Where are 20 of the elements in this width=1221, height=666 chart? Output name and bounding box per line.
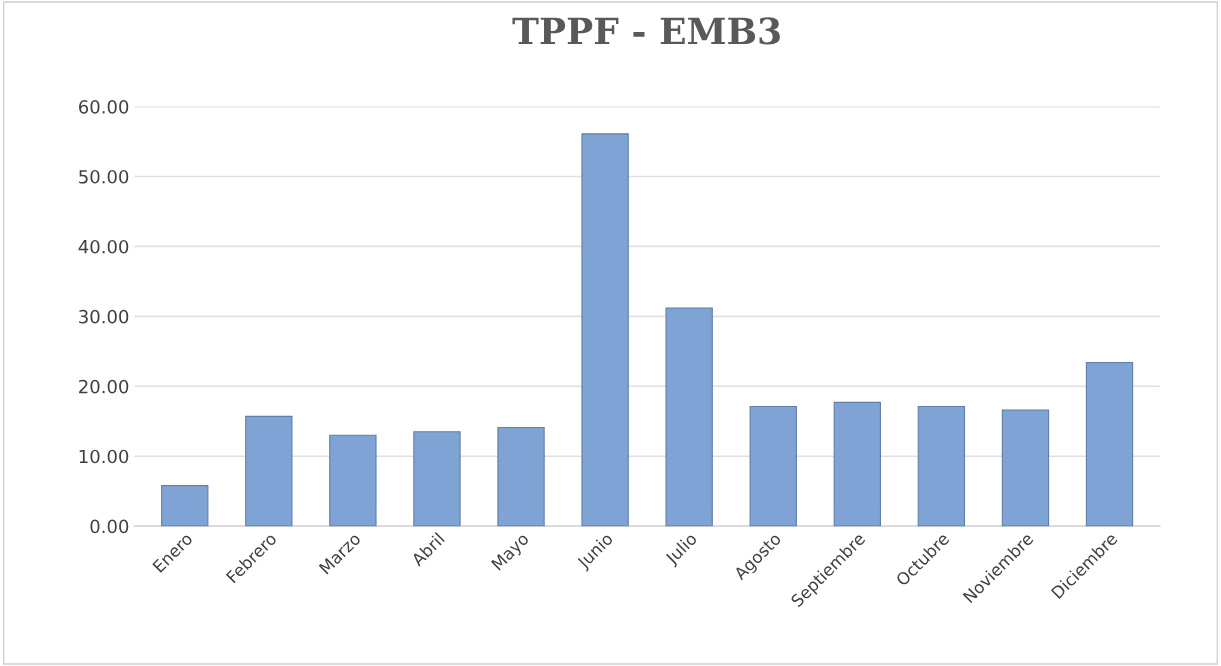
bar (161, 485, 209, 527)
bar (917, 406, 966, 527)
y-tick-label: 0.00 (90, 519, 129, 534)
y-tick-label: 50.00 (79, 169, 129, 184)
bar (749, 406, 797, 527)
y-tick-label: 30.00 (79, 309, 129, 324)
bar (665, 307, 713, 527)
y-tick-label: 60.00 (79, 100, 129, 114)
bar (497, 426, 545, 527)
bar (1001, 409, 1050, 527)
bar (245, 415, 293, 527)
bar (833, 401, 881, 527)
y-tick-label: 40.00 (78, 239, 129, 254)
y-tick-label: 20.00 (79, 379, 129, 394)
chart-title: TPPF - EMB3 (512, 17, 780, 45)
y-tick-label: 10.00 (79, 449, 129, 464)
bar (1085, 361, 1134, 527)
bar (413, 431, 461, 527)
bar (581, 133, 629, 527)
bar (329, 434, 377, 527)
